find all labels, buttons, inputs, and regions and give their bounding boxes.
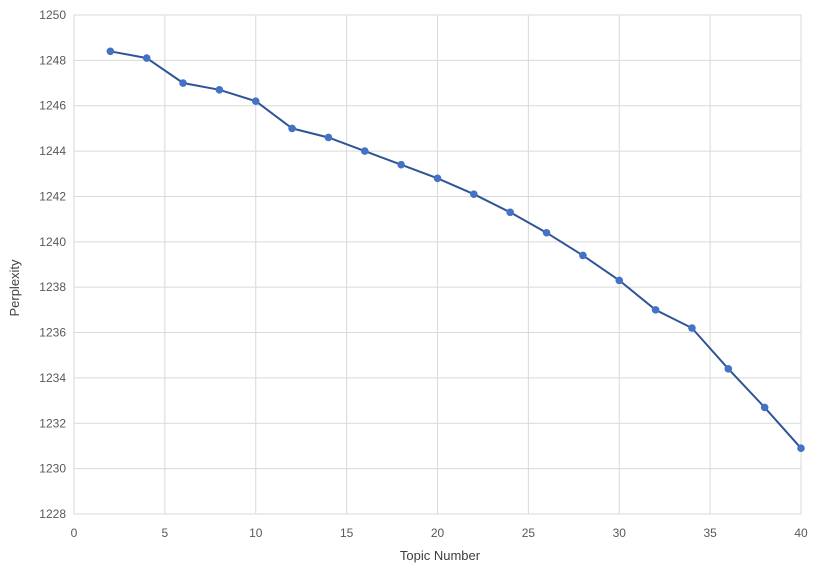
- y-tick-label: 1234: [39, 371, 66, 385]
- data-point: [579, 251, 587, 260]
- x-tick-label: 15: [340, 526, 354, 540]
- y-tick-label: 1236: [39, 326, 66, 340]
- x-tick-label: 40: [794, 526, 808, 540]
- x-axis-label: Topic Number: [400, 548, 481, 563]
- data-point: [288, 124, 296, 133]
- data-point: [797, 444, 805, 453]
- y-tick-label: 1230: [39, 462, 66, 476]
- x-tick-label: 30: [613, 526, 627, 540]
- y-tick-label: 1238: [39, 280, 66, 294]
- x-tick-label: 10: [249, 526, 263, 540]
- data-point: [433, 174, 442, 183]
- y-tick-label: 1246: [39, 99, 66, 113]
- y-tick-label: 1244: [39, 144, 66, 158]
- x-tick-labels: 0 5 10 15 20 25 30 35 40: [71, 526, 808, 540]
- y-axis-label: Perplexity: [7, 259, 22, 317]
- x-tick-label: 35: [703, 526, 717, 540]
- data-point: [397, 160, 405, 169]
- data-point: [651, 306, 660, 314]
- grid-lines: [73, 14, 802, 515]
- data-point: [506, 208, 514, 217]
- series-line-group: [106, 47, 805, 453]
- series-line: [110, 50, 802, 449]
- data-point: [760, 403, 769, 412]
- x-tick-label: 0: [71, 526, 78, 540]
- y-tick-label: 1228: [39, 507, 66, 521]
- data-point: [142, 54, 151, 62]
- data-point: [179, 79, 187, 87]
- y-tick-labels: 1228 1230 1232 1234 1236 1238 1240 1242 1244 1246…: [39, 8, 66, 521]
- x-tick-label: 25: [522, 526, 536, 540]
- data-point: [106, 47, 115, 56]
- data-point: [688, 324, 696, 332]
- data-point: [324, 133, 333, 142]
- y-tick-label: 1248: [39, 53, 66, 67]
- data-point: [361, 147, 369, 155]
- y-tick-label: 1242: [39, 189, 66, 203]
- data-point: [215, 86, 224, 94]
- y-tick-label: 1250: [39, 8, 66, 22]
- x-tick-label: 20: [431, 526, 445, 540]
- data-point: [251, 97, 260, 105]
- data-point: [615, 276, 624, 285]
- data-point: [724, 365, 733, 373]
- data-point: [470, 190, 478, 198]
- y-tick-label: 1240: [39, 235, 66, 249]
- x-tick-label: 5: [162, 526, 169, 540]
- y-tick-label: 1232: [39, 416, 66, 430]
- data-point: [542, 228, 551, 237]
